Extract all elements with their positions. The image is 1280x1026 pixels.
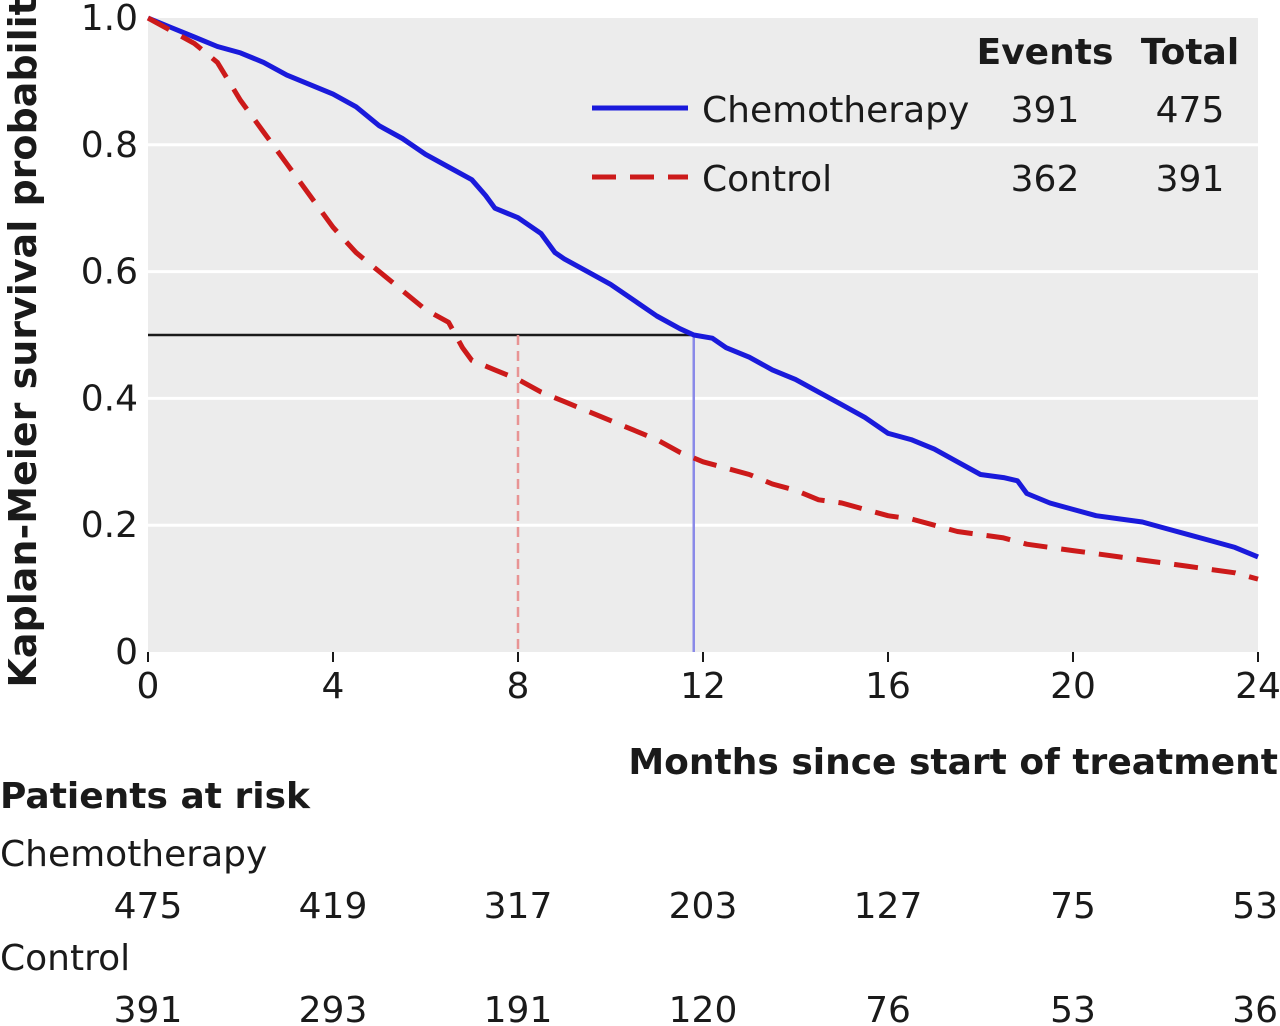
x-axis-ticks: 0 4 8 12 16 20 24: [137, 652, 1280, 707]
risk-value-chemotherapy: 127: [854, 886, 923, 927]
risk-value-chemotherapy: 475: [114, 886, 183, 927]
median-reference-lines: [148, 333, 695, 652]
risk-value-control: 391: [114, 990, 183, 1026]
y-tick-label: 0: [115, 632, 138, 673]
risk-value-control: 293: [299, 990, 368, 1026]
risk-value-control: 53: [1050, 990, 1096, 1026]
risk-row-label-chemotherapy: Chemotherapy: [0, 834, 267, 875]
risk-value-control: 36: [1232, 990, 1278, 1026]
x-tick-label: 8: [507, 666, 530, 707]
y-tick-label: 0.2: [81, 505, 138, 546]
grid-lines: [148, 143, 1258, 527]
x-tick-label: 0: [137, 666, 160, 707]
survival-curves: [146, 15, 1259, 582]
legend-header-events: Events: [977, 32, 1114, 73]
y-tick-label: 0.6: [81, 252, 138, 293]
risk-value-chemotherapy: 203: [669, 886, 738, 927]
legend-events-control: 362: [1011, 159, 1080, 200]
risk-value-chemotherapy: 317: [484, 886, 553, 927]
risk-value-chemotherapy: 53: [1232, 886, 1278, 927]
risk-values: 475 419 317 203 127 75 53 391 293 191 120 76 53 36: [114, 886, 1278, 1026]
legend-label-chemotherapy: Chemotherapy: [702, 90, 969, 131]
risk-row-label-control: Control: [0, 938, 130, 979]
x-tick-label: 4: [322, 666, 345, 707]
y-tick-label: 1.0: [81, 0, 138, 39]
legend-label-control: Control: [702, 159, 832, 200]
y-axis-label: Kaplan-Meier survival probability: [1, 0, 45, 688]
legend-total-control: 391: [1156, 159, 1225, 200]
y-tick-label: 0.4: [81, 378, 138, 419]
legend-total-chemotherapy: 475: [1156, 90, 1225, 131]
legend-events-chemotherapy: 391: [1011, 90, 1080, 131]
legend: Events Total Chemotherapy 391 475 Contro…: [592, 32, 1239, 200]
series-line-control: [146, 15, 1259, 582]
x-tick-label: 20: [1050, 666, 1096, 707]
legend-header-total: Total: [1141, 32, 1239, 73]
risk-value-control: 120: [669, 990, 738, 1026]
risk-table-title: Patients at risk: [0, 776, 311, 817]
risk-value-control: 191: [484, 990, 553, 1026]
patients-at-risk-table: Patients at risk Chemotherapy Control 47…: [0, 776, 1278, 1026]
x-tick-label: 16: [865, 666, 911, 707]
x-tick-label: 24: [1235, 666, 1280, 707]
y-tick-label: 0.8: [81, 125, 138, 166]
x-axis-label: Months since start of treatment: [628, 742, 1278, 783]
risk-value-chemotherapy: 419: [299, 886, 368, 927]
risk-value-chemotherapy: 75: [1050, 886, 1096, 927]
x-tick-label: 12: [680, 666, 726, 707]
risk-value-control: 76: [865, 990, 911, 1026]
y-axis-ticks: 0 0.2 0.4 0.6 0.8 1.0: [81, 0, 138, 673]
series-line-chemotherapy: [147, 15, 1259, 560]
